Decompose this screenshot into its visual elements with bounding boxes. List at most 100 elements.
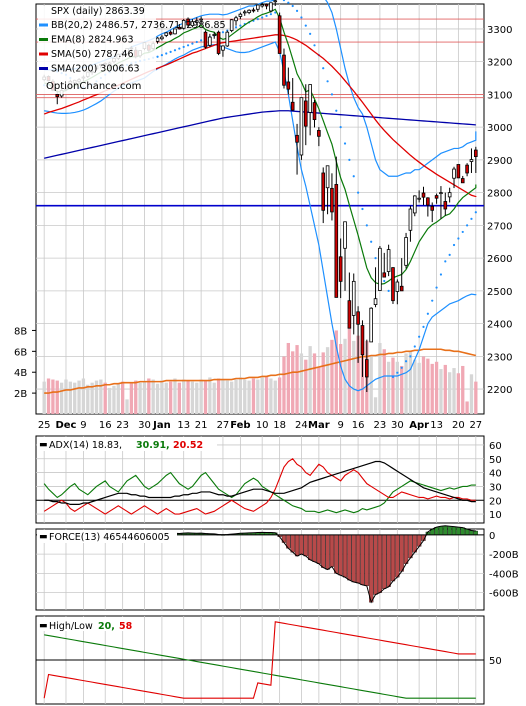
sar-dot [234,26,238,29]
volume-bar [138,382,142,414]
volume-bar [334,330,338,414]
sar-dot [418,335,421,338]
sar-dot [404,360,408,363]
volume-bar [173,378,177,414]
volume-bar [395,361,399,414]
volume-bar [59,382,64,414]
sar-dot [169,50,172,53]
sar-dot [426,312,429,315]
legend-label: SMA(200) 3006.63 [51,64,140,75]
volume-bar [474,381,478,414]
volume-bar [73,382,77,414]
volume-bar [269,378,273,414]
volume-tick-label: 6B [14,347,27,358]
volume-bar [81,378,86,414]
volume-bar [369,356,373,414]
candle-body [168,31,173,35]
legend: SPX (daily) 2863.39 BB(20,2) 2486.57, 27… [38,6,226,94]
candle-body [338,256,343,282]
volume-bar [408,351,413,414]
candle-body [443,201,448,210]
candle-body [347,300,352,329]
adx-title: ADX(14) 18.83, [49,440,122,451]
volume-bar [417,362,421,414]
volume-bar [182,379,186,414]
volume-bar [234,379,238,414]
candle-body [303,100,308,127]
candle-body [343,221,347,249]
date-tick-label: 13 [177,420,190,431]
sar-dot [413,345,416,348]
candle-body [382,272,387,278]
sar-dot [452,243,456,247]
volume-bar [77,380,81,414]
candle-body [430,205,435,211]
sar-dot [295,9,299,13]
candle-body [308,84,312,113]
date-axis: 25 Dec 9 16 23 30 Jan 13 21 27 Feb 10 18 24 Mar 9 16 23 30… [38,420,482,431]
sar-dot [335,109,338,112]
force-bar [447,526,452,536]
adx-panel: 10 20 30 40 50 60 ▬ ADX(14) 18.83, 30.91, 20.… [35,435,502,524]
candle-body [160,36,164,40]
minus-di-value: 20.52 [173,440,203,451]
sar-dot [165,52,168,55]
volume-bar [116,383,120,414]
candle-body [225,31,230,47]
candle-body [334,184,339,298]
volume-bar [317,367,321,414]
date-tick-label: 23 [116,420,129,431]
volume-bar [247,380,251,414]
chart-title: SPX (daily) 2863.39 [51,6,145,17]
force-bar [360,534,365,586]
price-tick-label: 3300 [487,25,512,36]
sar-dot [287,1,290,4]
date-tick-label: Mar [308,420,330,431]
volume-bar [225,380,229,414]
date-tick-label: 25 [38,420,51,431]
resistance-lines [36,18,484,207]
sar-dot [221,31,225,34]
candle-body [242,11,247,14]
candle-body [269,2,273,12]
volume-bar [461,365,465,414]
force-bar [382,534,387,589]
sar-dot [374,257,377,260]
force-label-icon: ▬ [39,532,48,542]
candle-body [421,192,426,198]
volume-bar [230,381,234,414]
force-axis: 0 -200B -400B -600B [489,531,519,600]
force-bar [303,534,308,557]
adx-label-icon: ▬ [39,440,48,450]
force-bar [395,534,400,578]
date-tick-label: Feb [230,420,250,431]
volume-bar [86,384,90,414]
candle-body [417,197,421,200]
volume-bar [352,340,356,414]
sar-dot [409,355,412,358]
volume-bar [99,379,103,414]
sar-dot [343,142,347,145]
sar-dot [256,17,259,21]
date-tick-label: 30 [138,420,151,431]
force-panel: 0 -200B -400B -600B ▬ FORCE(13) 46544606005 [35,525,519,611]
volume-bar [195,382,199,414]
sar-dot [274,11,277,14]
sar-dot [309,32,312,35]
force-bar [334,534,339,574]
sar-dot [178,47,181,50]
volume-bar [277,377,282,414]
volume-bar [42,381,46,414]
price-tick-label: 2300 [487,352,512,363]
force-bar [351,534,356,583]
candle-body [391,267,395,302]
volume-bar [216,378,221,414]
sar-dot [400,366,403,369]
force-title: FORCE(13) 46544606005 [49,532,170,543]
force-bar [443,525,448,535]
highlow-axis: 50 [489,656,502,667]
volume-bar [121,381,125,414]
sar-dot [291,4,294,8]
candle-body [177,26,182,30]
volume-axis: 8B 6B 4B 2B [14,326,36,400]
